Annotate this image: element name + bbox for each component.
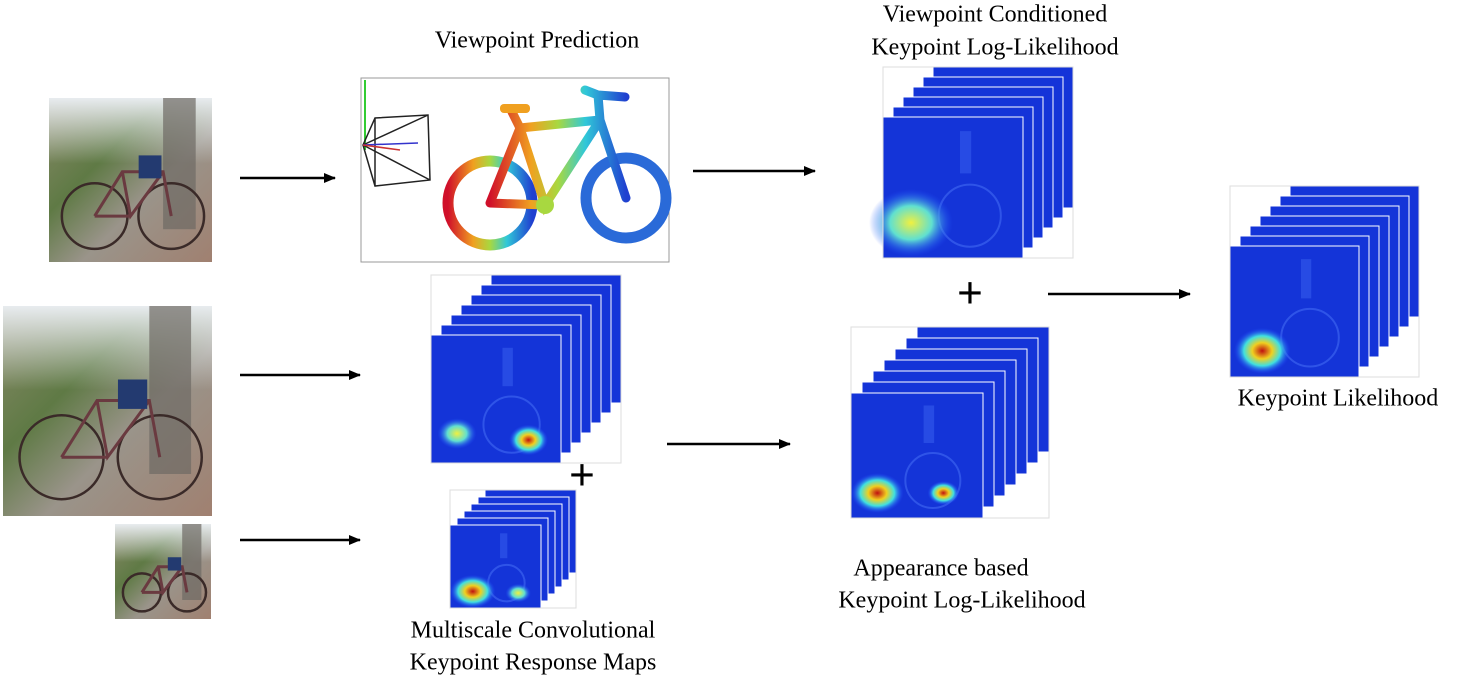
wheel — [137, 182, 206, 251]
heatmap-peak — [869, 188, 953, 257]
frame-border — [882, 66, 1074, 259]
wheel — [116, 413, 203, 501]
label: Viewpoint Conditioned — [883, 2, 1108, 28]
frame-border — [449, 489, 577, 609]
basket — [117, 379, 148, 409]
ray — [362, 144, 401, 151]
camera — [362, 114, 431, 187]
heatmap-texture — [1300, 259, 1312, 299]
photo-wall — [149, 306, 192, 474]
heatmap-stack — [449, 489, 577, 609]
frame-border — [430, 274, 622, 464]
label: Multiscale Convolutional — [411, 618, 656, 644]
heatmap-texture — [500, 533, 508, 559]
label: Appearance based — [853, 556, 1028, 582]
heatmap-peak — [505, 583, 531, 603]
heatmap-stack — [430, 274, 622, 464]
heatmap-peak — [509, 424, 548, 456]
heatmap-peak — [927, 481, 960, 505]
arrows — [240, 166, 1191, 545]
wheel — [166, 572, 208, 613]
heatmap-stack — [850, 326, 1050, 519]
basket — [167, 557, 182, 571]
operator: + — [957, 269, 983, 318]
photo — [49, 98, 212, 262]
label: Keypoint Log-Likelihood — [838, 588, 1085, 614]
heatmap-stack — [1229, 185, 1420, 378]
basket — [138, 155, 162, 179]
label: Keypoint Response Maps — [410, 650, 657, 676]
frame-border — [1229, 185, 1420, 378]
heatmap-peak — [851, 473, 904, 513]
crank — [536, 196, 554, 214]
saddle — [500, 104, 530, 113]
photo-wall — [163, 98, 196, 230]
ray — [362, 142, 419, 146]
heatmap-peak — [450, 574, 496, 609]
heatmap-peak — [437, 418, 477, 449]
photo — [115, 524, 211, 619]
frame-border — [850, 326, 1050, 519]
heatmap-texture — [502, 347, 513, 387]
viewpoint-box — [360, 77, 672, 263]
label: Keypoint Likelihood — [1238, 386, 1439, 412]
heatmap-texture — [904, 452, 962, 509]
photo — [3, 306, 212, 516]
heatmap-texture — [923, 405, 935, 443]
heatmap-peak — [1233, 327, 1291, 374]
operator: + — [569, 451, 595, 500]
label: Viewpoint Prediction — [435, 28, 640, 54]
heatmap-texture — [960, 131, 972, 174]
heatmap-texture — [482, 395, 541, 454]
label: Keypoint Log-Likelihood — [871, 35, 1118, 61]
heatmap-stack — [869, 66, 1074, 259]
photo-wall — [182, 524, 202, 600]
bike-wheel — [580, 152, 672, 244]
